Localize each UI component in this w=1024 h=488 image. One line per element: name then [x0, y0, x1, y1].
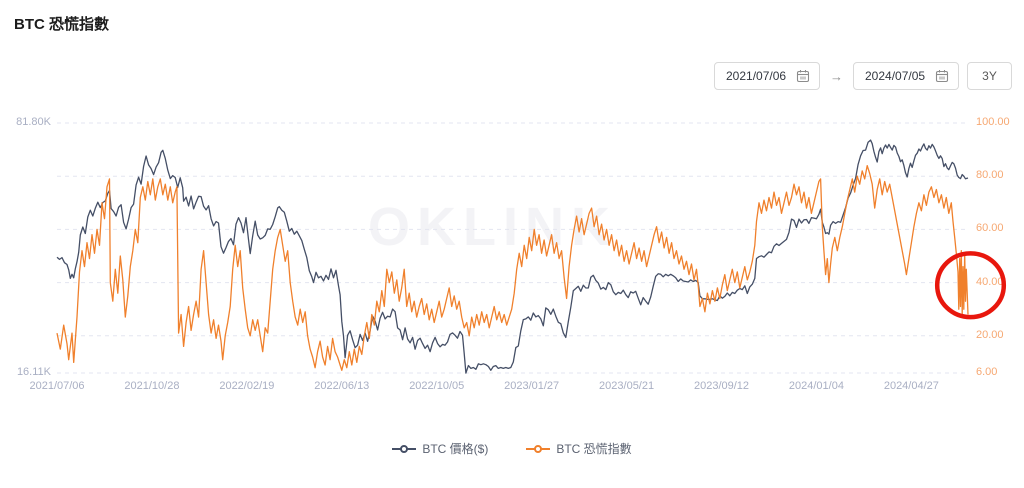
y-right-tick: 6.00 [976, 366, 998, 378]
x-axis-tick: 2022/10/05 [409, 380, 465, 392]
end-date-picker[interactable]: 2024/07/05 [853, 62, 959, 90]
legend-line-marker-icon [526, 444, 551, 453]
x-axis-tick: 2021/10/28 [124, 380, 180, 392]
fear-index-line [56, 164, 969, 371]
x-axis-tick: 2022/02/19 [219, 380, 275, 392]
x-axis-tick: 2021/07/06 [29, 380, 85, 392]
x-axis-tick: 2023/05/21 [599, 380, 655, 392]
legend-label: BTC 恐慌指數 [556, 442, 632, 456]
date-range-controls: 2021/07/06 → 2024/07/05 3Y [0, 62, 1012, 90]
y-right-tick: 100.00 [976, 116, 1010, 128]
chart-legend: BTC 價格($) BTC 恐慌指數 [0, 440, 1024, 457]
y-right-tick: 40.00 [976, 275, 1004, 288]
x-axis-tick: 2023/01/27 [504, 380, 560, 392]
y-left-max-label: 81.80K [16, 116, 51, 128]
y-right-tick: 20.00 [976, 328, 1004, 341]
x-axis-tick: 2024/04/27 [883, 380, 939, 392]
start-date-picker[interactable]: 2021/07/06 [714, 62, 820, 90]
start-date-value: 2021/07/06 [726, 69, 787, 83]
x-axis-tick: 2024/01/04 [788, 380, 844, 392]
arrow-right-icon: → [830, 68, 843, 84]
legend-label: BTC 價格($) [422, 442, 489, 456]
btc-price-line [56, 139, 969, 374]
legend-item-btc-price[interactable]: BTC 價格($) [392, 440, 488, 457]
range-3y-button[interactable]: 3Y [967, 62, 1012, 90]
x-axis-tick: 2022/06/13 [314, 380, 370, 392]
page-title: BTC 恐慌指數 [14, 16, 109, 33]
end-date-value: 2024/07/05 [865, 69, 926, 83]
legend-item-fear-index[interactable]: BTC 恐慌指數 [526, 440, 632, 457]
y-right-tick: 60.00 [976, 222, 1004, 235]
calendar-icon [796, 70, 810, 83]
x-axis-tick: 2023/09/12 [693, 380, 750, 392]
y-right-tick: 80.00 [976, 169, 1004, 182]
legend-line-marker-icon [392, 444, 417, 453]
y-left-min-label: 16.11K [16, 366, 51, 378]
watermark: OKLINK [368, 197, 617, 257]
calendar-icon [935, 70, 949, 83]
